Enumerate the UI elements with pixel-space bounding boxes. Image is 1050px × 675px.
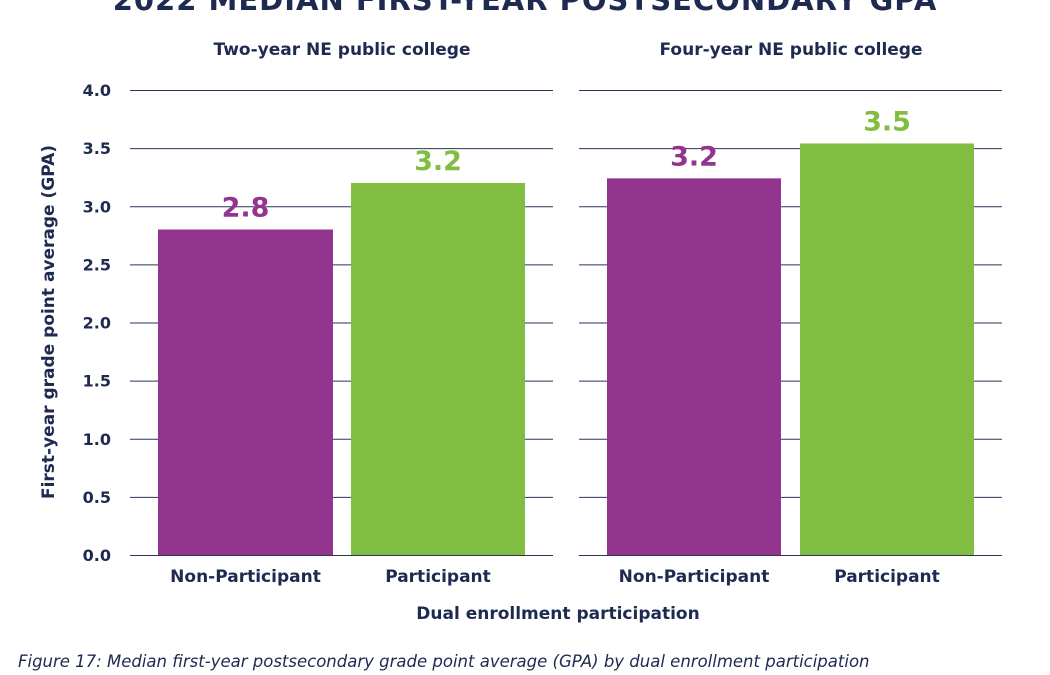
x-category-label: Non-Participant: [170, 567, 321, 587]
chart-title: 2022 MEDIAN FIRST-YEAR POSTSECONDARY GPA: [113, 0, 938, 17]
y-tick-label: 2.0: [83, 314, 111, 333]
y-tick-labels: 0.0 0.5 1.0 1.5 2.0 2.5 3.0 3.5 4.0: [83, 81, 111, 565]
y-tick-label: 3.5: [83, 139, 111, 158]
y-tick-label: 1.5: [83, 372, 111, 391]
data-label: 2.8: [222, 193, 270, 224]
data-label: 3.5: [863, 106, 911, 137]
x-axis-title: Dual enrollment participation: [416, 604, 699, 624]
bar-non-participant: [158, 229, 333, 555]
bar-participant: [800, 143, 974, 555]
text-labels: Two-year NE public college 2.8 Non-Partici…: [170, 40, 940, 587]
figure-caption: Figure 17: Median first-year postseconda…: [18, 652, 870, 671]
x-category-label: Participant: [385, 567, 491, 587]
y-tick-label: 3.0: [83, 197, 111, 216]
y-tick-label: 4.0: [83, 81, 111, 100]
data-label: 3.2: [670, 141, 718, 172]
panel-title: Four-year NE public college: [659, 40, 922, 60]
y-tick-label: 2.5: [83, 255, 111, 274]
bar-participant: [351, 183, 525, 555]
y-axis-title-group: First-year grade point average (GPA): [39, 145, 59, 499]
bar-non-participant: [607, 178, 781, 555]
y-tick-label: 0.5: [83, 488, 111, 507]
panel-title: Two-year NE public college: [213, 40, 470, 60]
x-category-label: Participant: [834, 567, 940, 587]
x-category-label: Non-Participant: [619, 567, 770, 587]
y-tick-label: 0.0: [83, 546, 111, 565]
bars: [158, 143, 974, 555]
y-axis-title: First-year grade point average (GPA): [39, 145, 59, 499]
y-tick-label: 1.0: [83, 430, 111, 449]
data-label: 3.2: [414, 146, 462, 177]
